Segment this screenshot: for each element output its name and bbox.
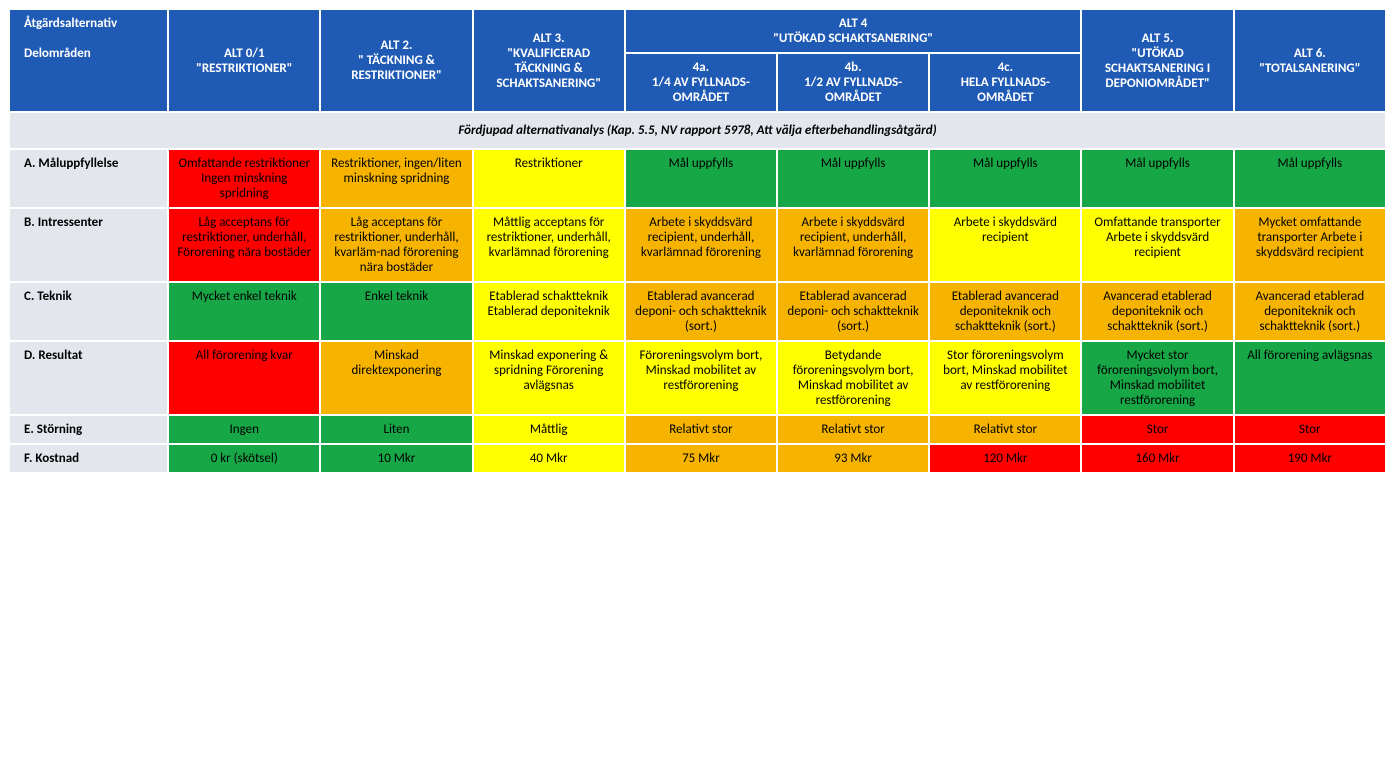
cell-A-5: Mål uppfylls — [929, 149, 1081, 208]
table-body: Fördjupad alternativanalys (Kap. 5.5, NV… — [9, 112, 1386, 473]
table-row: B. IntressenterLåg acceptans för restrik… — [9, 208, 1386, 282]
cell-F-1: 10 Mkr — [320, 444, 472, 473]
cell-E-4: Relativt stor — [777, 415, 929, 444]
col-alt4b: 4b. 1/2 AV FYLLNADS-OMRÅDET — [777, 53, 929, 112]
cell-A-6: Mål uppfylls — [1081, 149, 1233, 208]
cell-B-0: Låg acceptans för restriktioner, underhå… — [168, 208, 320, 282]
col-alt4c-l1: 4c. — [998, 60, 1014, 75]
cell-B-7: Mycket omfattande transporter Arbete i s… — [1234, 208, 1386, 282]
cell-F-4: 93 Mkr — [777, 444, 929, 473]
table-row: C. TeknikMycket enkel teknikEnkel teknik… — [9, 282, 1386, 341]
col-alt01-l1: ALT 0/1 — [224, 46, 265, 61]
cell-E-2: Måttlig — [473, 415, 625, 444]
corner-line2: Delområden — [24, 46, 159, 61]
cell-C-1: Enkel teknik — [320, 282, 472, 341]
col-alt4b-l2: 1/2 AV FYLLNADS-OMRÅDET — [804, 75, 902, 105]
col-alt3: ALT 3. "KVALIFICERAD TÄCKNING & SCHAKTSA… — [473, 9, 625, 112]
row-label-E: E. Störning — [9, 415, 168, 444]
cell-E-5: Relativt stor — [929, 415, 1081, 444]
col-alt5: ALT 5. "UTÖKAD SCHAKTSANERING I DEPONIOM… — [1081, 9, 1233, 112]
cell-F-3: 75 Mkr — [625, 444, 777, 473]
table-row: A. MåluppfyllelseOmfattande restriktione… — [9, 149, 1386, 208]
cell-B-5: Arbete i skyddsvärd recipient — [929, 208, 1081, 282]
col-alt5-l1: ALT 5. — [1142, 31, 1174, 46]
col-alt4a-l2: 1/4 AV FYLLNADS-OMRÅDET — [652, 75, 750, 105]
cell-A-4: Mål uppfylls — [777, 149, 929, 208]
cell-F-2: 40 Mkr — [473, 444, 625, 473]
cell-A-3: Mål uppfylls — [625, 149, 777, 208]
cell-E-3: Relativt stor — [625, 415, 777, 444]
col-alt2-l2: " TÄCKNING & RESTRIKTIONER" — [351, 53, 442, 83]
col-alt5-l2: "UTÖKAD SCHAKTSANERING I DEPONIOMRÅDET" — [1105, 46, 1210, 91]
col-alt3-l1: ALT 3. — [533, 31, 565, 46]
row-label-C: C. Teknik — [9, 282, 168, 341]
table-row: F. Kostnad0 kr (skötsel)10 Mkr40 Mkr75 M… — [9, 444, 1386, 473]
section-title: Fördjupad alternativanalys (Kap. 5.5, NV… — [9, 112, 1386, 149]
corner-line1: Åtgärdsalternativ — [24, 16, 159, 31]
cell-D-4: Betydande föroreningsvolym bort, Minskad… — [777, 341, 929, 415]
col-alt6-l2: "TOTALSANERING" — [1259, 61, 1360, 76]
col-alt4a-l1: 4a. — [693, 60, 709, 75]
col-alt2: ALT 2. " TÄCKNING & RESTRIKTIONER" — [320, 9, 472, 112]
col-alt4a: 4a. 1/4 AV FYLLNADS-OMRÅDET — [625, 53, 777, 112]
col-alt4b-l1: 4b. — [845, 60, 862, 75]
cell-C-5: Etablerad avancerad deponiteknik och sch… — [929, 282, 1081, 341]
col-alt6-l1: ALT 6. — [1294, 46, 1326, 61]
cell-D-0: All förorening kvar — [168, 341, 320, 415]
cell-E-7: Stor — [1234, 415, 1386, 444]
col-alt4c: 4c. HELA FYLLNADS-OMRÅDET — [929, 53, 1081, 112]
cell-C-4: Etablerad avancerad deponi- och schaktte… — [777, 282, 929, 341]
cell-B-3: Arbete i skyddsvärd recipient, underhåll… — [625, 208, 777, 282]
cell-D-7: All förorening avlägsnas — [1234, 341, 1386, 415]
col-alt3-l2: "KVALIFICERAD TÄCKNING & SCHAKTSANERING" — [496, 46, 601, 91]
col-alt4-l2: "UTÖKAD SCHAKTSANERING" — [773, 31, 933, 46]
cell-C-2: Etablerad schaktteknik Etablerad deponit… — [473, 282, 625, 341]
cell-E-6: Stor — [1081, 415, 1233, 444]
cell-E-1: Liten — [320, 415, 472, 444]
cell-A-0: Omfattande restriktioner Ingen minskning… — [168, 149, 320, 208]
cell-E-0: Ingen — [168, 415, 320, 444]
cell-D-2: Minskad exponering & spridning Förorenin… — [473, 341, 625, 415]
corner-header: Åtgärdsalternativ Delområden — [9, 9, 168, 112]
cell-C-6: Avancerad etablerad deponiteknik och sch… — [1081, 282, 1233, 341]
cell-C-3: Etablerad avancerad deponi- och schaktte… — [625, 282, 777, 341]
cell-D-5: Stor föroreningsvolym bort, Minskad mobi… — [929, 341, 1081, 415]
col-alt2-l1: ALT 2. — [381, 38, 413, 53]
cell-C-7: Avancerad etablerad deponiteknik och sch… — [1234, 282, 1386, 341]
col-alt4c-l2: HELA FYLLNADS-OMRÅDET — [961, 75, 1050, 105]
row-label-B: B. Intressenter — [9, 208, 168, 282]
col-alt01-l2: "RESTRIKTIONER" — [196, 61, 292, 76]
cell-B-4: Arbete i skyddsvärd recipient, underhåll… — [777, 208, 929, 282]
row-label-A: A. Måluppfyllelse — [9, 149, 168, 208]
row-label-D: D. Resultat — [9, 341, 168, 415]
col-alt4-group: ALT 4 "UTÖKAD SCHAKTSANERING" — [625, 9, 1082, 53]
cell-A-7: Mål uppfylls — [1234, 149, 1386, 208]
cell-B-1: Låg acceptans för restriktioner, underhå… — [320, 208, 472, 282]
cell-B-6: Omfattande transporter Arbete i skyddsvä… — [1081, 208, 1233, 282]
cell-F-6: 160 Mkr — [1081, 444, 1233, 473]
cell-D-1: Minskad direktexponering — [320, 341, 472, 415]
cell-F-7: 190 Mkr — [1234, 444, 1386, 473]
row-label-F: F. Kostnad — [9, 444, 168, 473]
alternatives-table: Åtgärdsalternativ Delområden ALT 0/1 "RE… — [8, 8, 1387, 474]
col-alt6: ALT 6. "TOTALSANERING" — [1234, 9, 1386, 112]
table-row: E. StörningIngenLitenMåttligRelativt sto… — [9, 415, 1386, 444]
cell-C-0: Mycket enkel teknik — [168, 282, 320, 341]
cell-F-5: 120 Mkr — [929, 444, 1081, 473]
cell-D-3: Föroreningsvolym bort, Minskad mobilitet… — [625, 341, 777, 415]
cell-D-6: Mycket stor föroreningsvolym bort, Minsk… — [1081, 341, 1233, 415]
col-alt01: ALT 0/1 "RESTRIKTIONER" — [168, 9, 320, 112]
cell-B-2: Måttlig acceptans för restriktioner, und… — [473, 208, 625, 282]
cell-F-0: 0 kr (skötsel) — [168, 444, 320, 473]
table-row: D. ResultatAll förorening kvarMinskad di… — [9, 341, 1386, 415]
cell-A-2: Restriktioner — [473, 149, 625, 208]
col-alt4-l1: ALT 4 — [839, 16, 867, 31]
cell-A-1: Restriktioner, ingen/liten minskning spr… — [320, 149, 472, 208]
